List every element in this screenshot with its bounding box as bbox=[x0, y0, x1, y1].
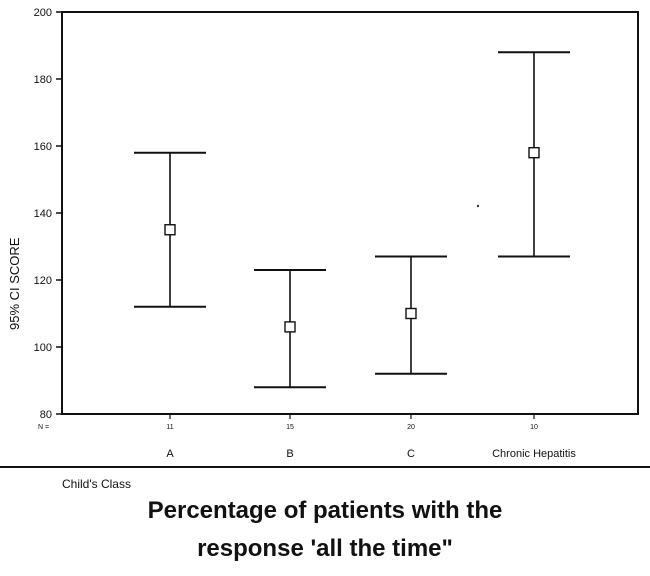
caption-line-1: Percentage of patients with the bbox=[147, 497, 503, 524]
mean-marker bbox=[405, 307, 417, 320]
mean-marker bbox=[528, 146, 540, 159]
category-label: A bbox=[166, 448, 174, 460]
plot-frame bbox=[61, 11, 639, 415]
caption-line-2: response 'all the time" bbox=[197, 535, 453, 562]
x-axis: 11 A 15 B 20 C 10 Chronic Hepatitis bbox=[166, 414, 576, 460]
y-tick-label: 120 bbox=[34, 275, 52, 287]
y-tick-label: 200 bbox=[34, 7, 52, 19]
y-tick-label: 180 bbox=[34, 74, 52, 86]
y-axis: 80 100 120 140 160 180 200 bbox=[34, 7, 62, 421]
divider-line bbox=[0, 466, 650, 468]
y-tick-label: 100 bbox=[34, 342, 52, 354]
y-tick-label: 80 bbox=[40, 409, 52, 421]
error-bars bbox=[134, 51, 570, 389]
n-count-label: 10 bbox=[530, 424, 538, 431]
n-count-label: 11 bbox=[166, 424, 173, 431]
n-count-label: 15 bbox=[286, 424, 294, 431]
mean-marker bbox=[164, 224, 176, 236]
n-label: N = bbox=[38, 424, 49, 431]
y-axis-label: 95% CI SCORE bbox=[7, 237, 22, 330]
n-count-label: 20 bbox=[407, 424, 415, 431]
error-bar-chart: 80 100 120 140 160 180 200 11 A 15 B 20 C 10 Chronic … bbox=[7, 7, 639, 460]
mean-marker bbox=[284, 321, 296, 333]
y-tick-label: 140 bbox=[34, 208, 52, 220]
stray-dot bbox=[476, 204, 480, 208]
category-label: C bbox=[407, 448, 415, 460]
x-axis-label: Child's Class bbox=[62, 477, 131, 491]
category-label: B bbox=[286, 448, 293, 460]
y-tick-label: 160 bbox=[34, 141, 52, 153]
category-label: Chronic Hepatitis bbox=[492, 448, 576, 460]
